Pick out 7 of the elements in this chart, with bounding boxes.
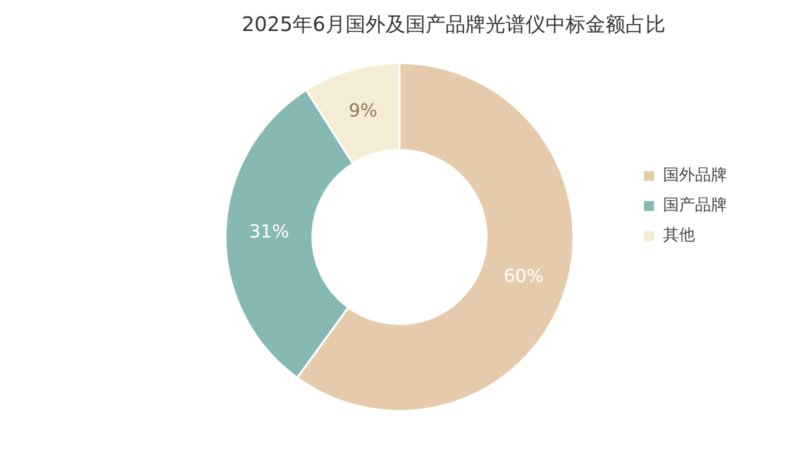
legend-label: 国产品牌 bbox=[663, 195, 727, 214]
data-label: 31% bbox=[249, 222, 290, 243]
data-label: 60% bbox=[504, 266, 544, 287]
data-label: 9% bbox=[348, 100, 378, 122]
legend-label: 其他 bbox=[663, 225, 695, 244]
chart-title: 2025年6月国外及国产品牌光谱仪中标金额占比 bbox=[242, 12, 666, 36]
legend-label: 国外品牌 bbox=[663, 165, 727, 184]
